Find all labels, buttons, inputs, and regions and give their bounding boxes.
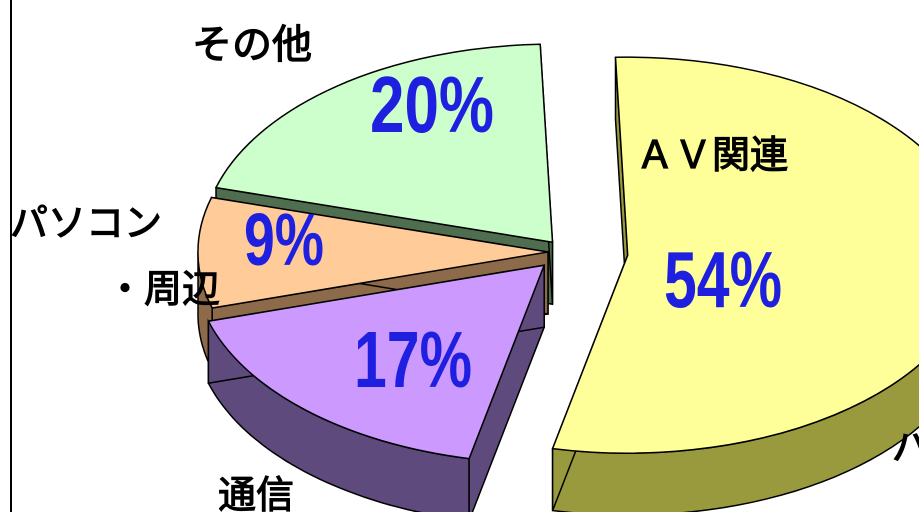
- slice-top-3: [214, 43, 554, 244]
- label-other: その他: [192, 22, 312, 68]
- slice-top-0: [551, 56, 919, 454]
- value-av: 54%: [664, 235, 782, 324]
- label-av: ＡＶ関連: [636, 133, 789, 177]
- value-tsushin: 17%: [354, 315, 472, 404]
- value-other: 20%: [370, 60, 494, 149]
- slice-top-1: [207, 264, 546, 460]
- value-pc: 9%: [244, 198, 324, 281]
- label-tsushin: 通信: [218, 473, 294, 512]
- label-pc-line2: ・周辺: [106, 267, 220, 311]
- pie-tops: [197, 43, 919, 460]
- label-pc-line1: パソコン: [10, 201, 162, 245]
- slice-top-2: [197, 196, 549, 309]
- edge-fragment-label: パ: [892, 425, 919, 469]
- frame-border: [10, 0, 12, 512]
